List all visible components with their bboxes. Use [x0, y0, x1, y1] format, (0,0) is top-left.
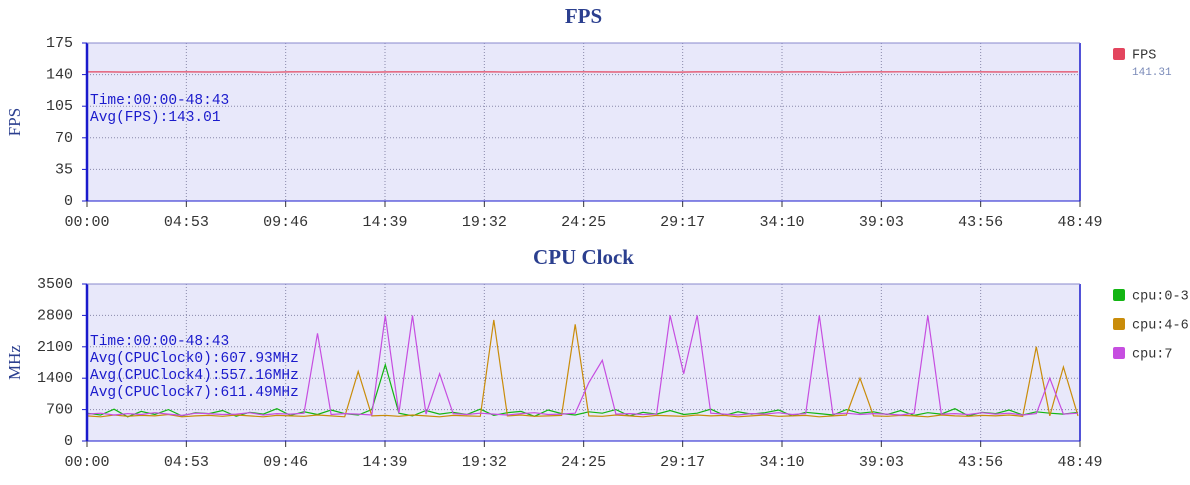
y-tick-label: 175 — [46, 35, 73, 52]
y-tick-label: 2100 — [37, 339, 73, 356]
y-tick-label: 1400 — [37, 370, 73, 387]
data-line — [86, 315, 1079, 417]
y-axis-label: MHz — [5, 345, 24, 380]
x-tick-label: 19:32 — [462, 214, 507, 231]
annotation: Time:00:00-48:43 — [90, 93, 229, 109]
x-tick-label: 14:39 — [362, 454, 407, 471]
legend-swatch — [1113, 48, 1125, 60]
legend-swatch — [1113, 289, 1125, 301]
legend-swatch — [1113, 347, 1125, 359]
annotation: Avg(CPUClock7):611.49MHz — [90, 385, 299, 401]
x-tick-label: 43:56 — [958, 214, 1003, 231]
x-tick-label: 39:03 — [859, 454, 904, 471]
legend-label: cpu:0-3 — [1132, 290, 1189, 305]
annotation: Avg(CPUClock4):557.16MHz — [90, 368, 299, 384]
legend-label: cpu:4-6 — [1132, 319, 1189, 334]
x-tick-label: 14:39 — [362, 214, 407, 231]
x-tick-label: 04:53 — [164, 454, 209, 471]
x-tick-label: 00:00 — [64, 214, 109, 231]
x-tick-label: 29:17 — [660, 214, 705, 231]
y-tick-label: 0 — [64, 433, 73, 450]
data-line — [87, 71, 1078, 73]
x-tick-label: 00:00 — [64, 454, 109, 471]
x-tick-label: 24:25 — [561, 454, 606, 471]
data-line — [86, 319, 1079, 418]
annotation: Avg(FPS):143.01 — [90, 110, 221, 126]
y-tick-label: 3500 — [37, 276, 73, 293]
x-tick-label: 29:17 — [660, 454, 705, 471]
legend-value: 141.31 — [1132, 67, 1172, 79]
y-tick-label: 700 — [46, 402, 73, 419]
x-tick-label: 48:49 — [1057, 454, 1102, 471]
x-tick-label: 04:53 — [164, 214, 209, 231]
y-tick-label: 35 — [55, 161, 73, 178]
x-tick-label: 34:10 — [759, 214, 804, 231]
y-tick-label: 0 — [64, 193, 73, 210]
y-tick-label: 2800 — [37, 307, 73, 324]
y-tick-label: 70 — [55, 130, 73, 147]
legend-label: FPS — [1132, 49, 1156, 64]
x-tick-label: 34:10 — [759, 454, 804, 471]
legend-swatch — [1113, 318, 1125, 330]
x-tick-label: 09:46 — [263, 214, 308, 231]
x-tick-label: 39:03 — [859, 214, 904, 231]
annotation: Avg(CPUClock0):607.93MHz — [90, 351, 299, 367]
x-tick-label: 09:46 — [263, 454, 308, 471]
x-tick-label: 43:56 — [958, 454, 1003, 471]
x-tick-label: 48:49 — [1057, 214, 1102, 231]
annotation: Time:00:00-48:43 — [90, 334, 229, 350]
legend-label: cpu:7 — [1132, 348, 1173, 363]
x-tick-label: 19:32 — [462, 454, 507, 471]
chart-title: FPS — [565, 4, 602, 28]
y-tick-label: 105 — [46, 98, 73, 115]
chart-title: CPU Clock — [533, 245, 634, 269]
x-tick-label: 24:25 — [561, 214, 606, 231]
y-tick-label: 140 — [46, 67, 73, 84]
y-axis-label: FPS — [5, 108, 24, 136]
